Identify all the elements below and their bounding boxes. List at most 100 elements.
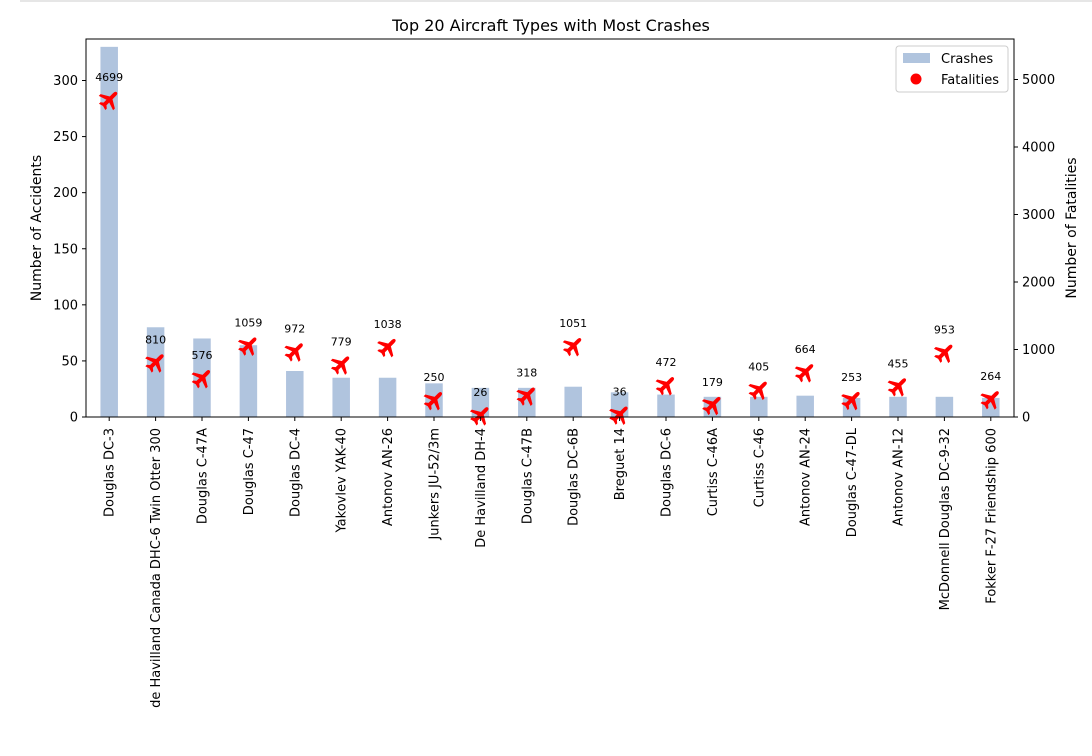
x-tick-label-18: McDonnell Douglas DC-9-32 bbox=[938, 428, 953, 610]
fatality-marker-13 bbox=[701, 396, 721, 416]
y-tick-label-left-4: 200 bbox=[53, 186, 78, 201]
x-tick-label-16: Douglas C-47-DL bbox=[845, 427, 860, 537]
x-tick-label-10: Douglas DC-6B bbox=[567, 428, 582, 526]
fatality-label-3: 1059 bbox=[234, 317, 262, 330]
bar-9 bbox=[518, 387, 536, 417]
fatality-label-15: 664 bbox=[795, 343, 816, 356]
bar-17 bbox=[889, 396, 907, 417]
x-tick-label-15: Antonov AN-24 bbox=[799, 428, 814, 526]
bar-0 bbox=[100, 46, 118, 418]
x-tick-label-5: Yakovlev YAK-40 bbox=[335, 428, 350, 533]
x-tick-label-17: Antonov AN-12 bbox=[892, 428, 907, 526]
fatality-series: 4699 810 576 1059 972 779 1038 250 26 318 1051 36 47… bbox=[95, 71, 1001, 426]
y-tick-label-left-5: 250 bbox=[53, 130, 78, 145]
fatality-marker-8 bbox=[469, 407, 489, 426]
y-tick-label-right-2: 2000 bbox=[1022, 276, 1055, 291]
x-tick-label-6: Antonov AN-26 bbox=[381, 428, 396, 526]
x-tick-label-11: Breguet 14 bbox=[613, 428, 628, 500]
fatality-label-13: 179 bbox=[702, 376, 723, 389]
x-tick-label-8: De Havilland DH-4 bbox=[474, 428, 489, 548]
fatality-label-17: 455 bbox=[888, 357, 909, 370]
bar-series bbox=[100, 46, 1000, 418]
x-tick-label-14: Curtiss C-46 bbox=[752, 428, 767, 507]
fatality-marker-15 bbox=[794, 364, 814, 383]
fatality-marker-12 bbox=[655, 377, 675, 396]
fatality-marker-9 bbox=[516, 387, 535, 406]
y-tick-label-right-4: 4000 bbox=[1022, 141, 1055, 156]
fatality-label-11: 36 bbox=[613, 386, 627, 399]
y-tick-label-left-0: 0 bbox=[70, 411, 78, 426]
plot-frame bbox=[85, 38, 1015, 418]
fatality-marker-3 bbox=[237, 337, 257, 356]
y-tick-label-right-0: 0 bbox=[1022, 411, 1030, 426]
fatality-label-8: 26 bbox=[473, 386, 487, 399]
x-tick-label-13: Curtiss C-46A bbox=[706, 428, 721, 516]
bar-3 bbox=[239, 345, 258, 417]
fatality-marker-11 bbox=[609, 406, 628, 425]
bar-5 bbox=[332, 377, 350, 417]
x-tick-label-9: Douglas C-47B bbox=[520, 428, 535, 524]
y-axis-right: 0 1000 2000 3000 4000 5000 bbox=[1014, 73, 1055, 426]
bar-12 bbox=[657, 394, 675, 417]
fatality-label-10: 1051 bbox=[559, 317, 587, 330]
fatality-label-16: 253 bbox=[841, 371, 862, 384]
bar-18 bbox=[935, 396, 954, 417]
fatality-marker-2 bbox=[191, 370, 211, 389]
fatality-marker-6 bbox=[377, 338, 396, 358]
fatality-label-19: 264 bbox=[980, 370, 1001, 383]
y-tick-label-left-1: 50 bbox=[61, 354, 78, 369]
bar-1 bbox=[146, 327, 165, 417]
y-axis-left: 0 50 100 150 200 250 300 bbox=[53, 74, 86, 426]
y-tick-label-right-3: 3000 bbox=[1022, 208, 1055, 223]
y-tick-label-right-5: 5000 bbox=[1022, 73, 1055, 88]
x-axis: Douglas DC-3 de Havilland Canada DHC-6 Tw… bbox=[103, 417, 999, 708]
x-tick-label-12: Douglas DC-6 bbox=[660, 428, 675, 517]
fatality-label-12: 472 bbox=[656, 356, 677, 369]
fatality-label-14: 405 bbox=[748, 361, 769, 374]
chart-title: Top 20 Aircraft Types with Most Crashes bbox=[391, 16, 710, 35]
x-tick-label-19: Fokker F-27 Friendship 600 bbox=[984, 428, 999, 604]
fatality-marker-1 bbox=[145, 354, 164, 373]
legend-label-crashes: Crashes bbox=[941, 52, 993, 67]
legend: Crashes Fatalities bbox=[895, 45, 1009, 93]
y-tick-label-left-3: 150 bbox=[53, 242, 78, 257]
bar-14 bbox=[750, 396, 768, 417]
x-tick-label-2: Douglas C-47A bbox=[196, 428, 211, 524]
fatality-marker-4 bbox=[284, 343, 303, 362]
x-tick-label-0: Douglas DC-3 bbox=[103, 428, 118, 517]
fatality-label-7: 250 bbox=[424, 371, 445, 384]
x-tick-label-3: Douglas C-47 bbox=[242, 428, 257, 515]
fatality-marker-14 bbox=[748, 381, 767, 401]
y-axis-label-right: Number of Fatalities bbox=[1064, 157, 1080, 298]
x-tick-label-7: Junkers JU-52/3m bbox=[428, 428, 443, 541]
top-divider bbox=[20, 0, 1092, 2]
fatality-marker-18 bbox=[933, 344, 953, 364]
fatality-label-5: 779 bbox=[331, 335, 352, 348]
fatality-label-2: 576 bbox=[192, 349, 213, 362]
bar-6 bbox=[378, 377, 397, 417]
bar-4 bbox=[286, 371, 304, 417]
y-tick-label-left-2: 100 bbox=[53, 298, 78, 313]
fatality-label-0: 4699 bbox=[95, 71, 123, 84]
fatality-marker-19 bbox=[980, 391, 999, 410]
x-tick-label-1: de Havilland Canada DHC-6 Twin Otter 300 bbox=[149, 428, 164, 708]
y-tick-label-right-1: 1000 bbox=[1022, 343, 1055, 358]
fatality-label-9: 318 bbox=[516, 367, 537, 380]
bar-10 bbox=[564, 386, 582, 417]
fatality-marker-16 bbox=[841, 391, 860, 411]
fatality-label-1: 810 bbox=[145, 333, 166, 346]
y-axis-label-left: Number of Accidents bbox=[29, 155, 45, 301]
y-tick-label-left-6: 300 bbox=[53, 74, 78, 89]
fatality-marker-17 bbox=[887, 378, 907, 397]
legend-swatch-crashes bbox=[903, 53, 930, 63]
fatality-marker-7 bbox=[423, 392, 443, 411]
fatality-label-18: 953 bbox=[934, 324, 955, 337]
fatality-label-6: 1038 bbox=[374, 318, 402, 331]
legend-label-fatalities: Fatalities bbox=[941, 73, 999, 88]
fatality-label-4: 972 bbox=[284, 322, 305, 335]
legend-swatch-fatalities bbox=[910, 73, 922, 85]
bar-15 bbox=[796, 395, 814, 417]
fatality-marker-10 bbox=[562, 338, 582, 357]
x-tick-label-4: Douglas DC-4 bbox=[288, 428, 303, 517]
